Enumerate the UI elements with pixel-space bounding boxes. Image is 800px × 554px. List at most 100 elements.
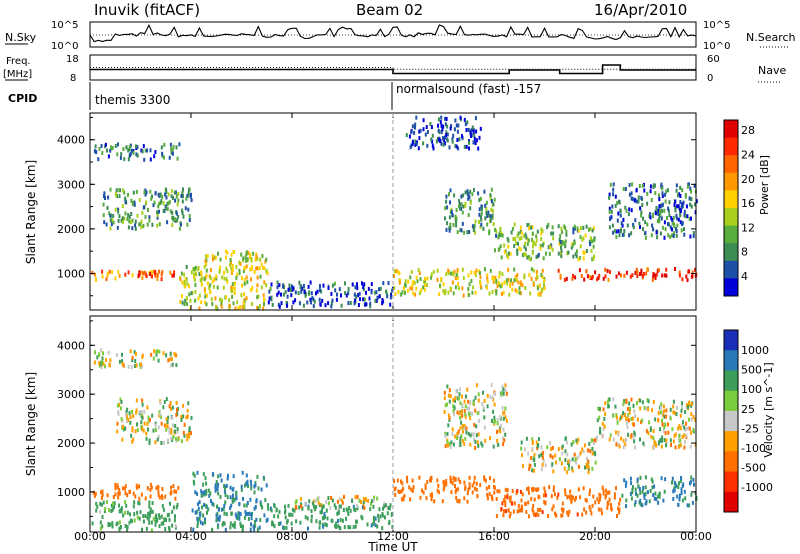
power-cell [491, 213, 494, 218]
velocity-cell [164, 423, 167, 428]
velocity-cell [128, 520, 131, 525]
power-cell [170, 147, 173, 152]
velocity-cell [631, 416, 634, 421]
velocity-cell [118, 503, 120, 508]
power-cell [498, 274, 501, 279]
velocity-cell [279, 521, 282, 526]
power-cell [236, 272, 239, 277]
velocity-cell [461, 394, 463, 399]
power-cell [169, 209, 172, 214]
velocity-cell [255, 499, 258, 504]
velocity-cell [691, 500, 694, 505]
power-cell [678, 273, 681, 278]
velocity-cell [156, 437, 159, 442]
power-cell [355, 294, 358, 299]
velocity-cell [345, 516, 347, 521]
velocity-cell [282, 525, 285, 530]
power-cell [335, 297, 338, 302]
velocity-cell [130, 433, 133, 438]
velocity-cell [463, 399, 466, 404]
velocity-cell [250, 522, 252, 527]
velocity-cell [486, 393, 489, 398]
power-cell [640, 210, 643, 215]
power-cell [149, 271, 152, 276]
power-cell [671, 221, 674, 226]
velocity-cell [490, 382, 493, 387]
power-cell [185, 296, 188, 301]
power-cell [254, 257, 257, 262]
power-cell [499, 233, 502, 237]
power-cell [492, 279, 495, 284]
velocity-cell [460, 434, 463, 439]
power-cell [229, 262, 231, 267]
velocity-cell [109, 358, 112, 363]
power-cell [446, 132, 449, 137]
power-cell [345, 293, 348, 298]
power-cell [398, 271, 401, 276]
velocity-cell [325, 508, 328, 513]
velocity-cell [334, 505, 337, 510]
power-cell [219, 257, 222, 262]
velocity-cell [223, 511, 226, 516]
velocity-cell [544, 493, 547, 498]
power-cell [239, 305, 241, 310]
velocity-cell [173, 352, 176, 357]
power-cell [393, 269, 396, 274]
power-cell [250, 277, 252, 282]
power-colorbar-swatch [724, 208, 738, 227]
velocity-cell [639, 398, 642, 403]
power-cell [664, 192, 667, 197]
velocity-cell [661, 418, 663, 423]
velocity-cell [594, 500, 597, 505]
power-cell [652, 274, 655, 279]
velocity-cell [327, 501, 330, 506]
power-cell [211, 301, 214, 306]
power-cell [674, 267, 676, 271]
power-cell [204, 294, 207, 299]
power-cell [132, 190, 135, 195]
velocity-cell [232, 497, 235, 502]
power-cell [501, 282, 504, 287]
power-cell [203, 264, 206, 269]
velocity-cell [606, 490, 609, 495]
power-cell [256, 256, 259, 261]
velocity-cell [531, 487, 533, 492]
power-cell [444, 135, 446, 140]
power-cell [528, 257, 531, 262]
velocity-cell [508, 514, 511, 519]
velocity-cell [157, 489, 160, 494]
power-cell [404, 283, 407, 288]
power-cell [590, 248, 593, 253]
power-cell [461, 134, 463, 139]
velocity-cell [564, 492, 567, 497]
power-cell [194, 290, 197, 294]
power-cell [455, 123, 458, 128]
power-cell [499, 226, 502, 231]
velocity-cell [441, 499, 444, 504]
power-cell [519, 291, 522, 296]
velocity-cell [686, 403, 688, 408]
velocity-cell [156, 518, 158, 523]
velocity-cell [537, 487, 540, 492]
power-cell [539, 246, 542, 251]
velocity-cell [243, 515, 246, 520]
velocity-cell [479, 483, 482, 487]
power-cell [491, 276, 494, 281]
velocity-cell [353, 507, 356, 512]
velocity-cell [246, 511, 249, 516]
power-cell [174, 198, 177, 203]
velocity-cell [658, 492, 661, 497]
power-cell [528, 273, 531, 277]
velocity-cell [273, 524, 276, 529]
power-cell [156, 273, 159, 278]
velocity-cell [690, 492, 693, 497]
power-cell [560, 245, 562, 250]
velocity-cell [383, 504, 386, 509]
velocity-cell [572, 440, 575, 445]
velocity-cell [134, 429, 137, 434]
power-cell [204, 254, 207, 259]
velocity-cell [267, 503, 269, 508]
velocity-cell [541, 462, 544, 467]
velocity-cell [602, 427, 605, 432]
velocity-cell [148, 500, 151, 505]
